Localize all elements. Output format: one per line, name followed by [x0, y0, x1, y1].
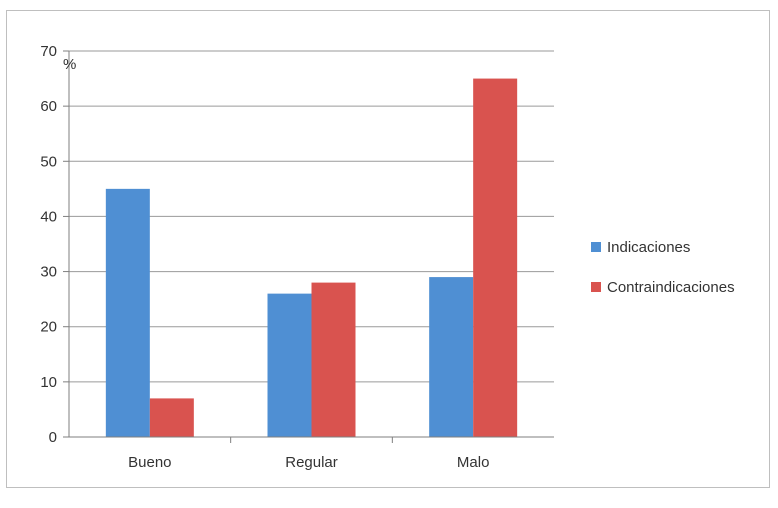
y-tick-labels: 0 10 20 30 40 50 60 70 [40, 43, 57, 446]
y-tick-label-40: 40 [40, 208, 57, 225]
bar-contraindicaciones-regular [311, 282, 356, 437]
bars [105, 78, 518, 438]
category-label-malo: Malo [457, 454, 490, 471]
bar-indicaciones-malo [429, 277, 474, 437]
bar-chart: 0 10 20 30 40 50 60 70 Bueno Regular Malo % Indic… [40, 43, 735, 471]
y-tick-label-30: 30 [40, 264, 57, 281]
category-label-regular: Regular [285, 454, 338, 471]
category-label-bueno: Bueno [128, 454, 171, 471]
y-tick-label-10: 10 [40, 374, 57, 391]
axes [63, 50, 554, 443]
bar-contraindicaciones-bueno [149, 398, 194, 437]
y-tick-label-70: 70 [40, 43, 57, 60]
legend: Indicaciones Contraindicaciones [591, 239, 735, 296]
legend-label-contraindicaciones: Contraindicaciones [607, 279, 735, 296]
legend-swatch-contraindicaciones [591, 282, 601, 292]
y-tick-label-0: 0 [49, 429, 57, 446]
bar-indicaciones-regular [267, 293, 312, 437]
y-tick-label-60: 60 [40, 98, 57, 115]
y-unit-label: % [63, 56, 76, 73]
chart-frame: 0 10 20 30 40 50 60 70 Bueno Regular Malo % Indic… [6, 10, 770, 488]
legend-swatch-indicaciones [591, 242, 601, 252]
bar-indicaciones-bueno [105, 188, 150, 437]
y-tick-label-50: 50 [40, 153, 57, 170]
legend-label-indicaciones: Indicaciones [607, 239, 690, 256]
category-labels: Bueno Regular Malo [128, 454, 489, 471]
bar-contraindicaciones-malo [473, 78, 518, 438]
y-tick-label-20: 20 [40, 319, 57, 336]
